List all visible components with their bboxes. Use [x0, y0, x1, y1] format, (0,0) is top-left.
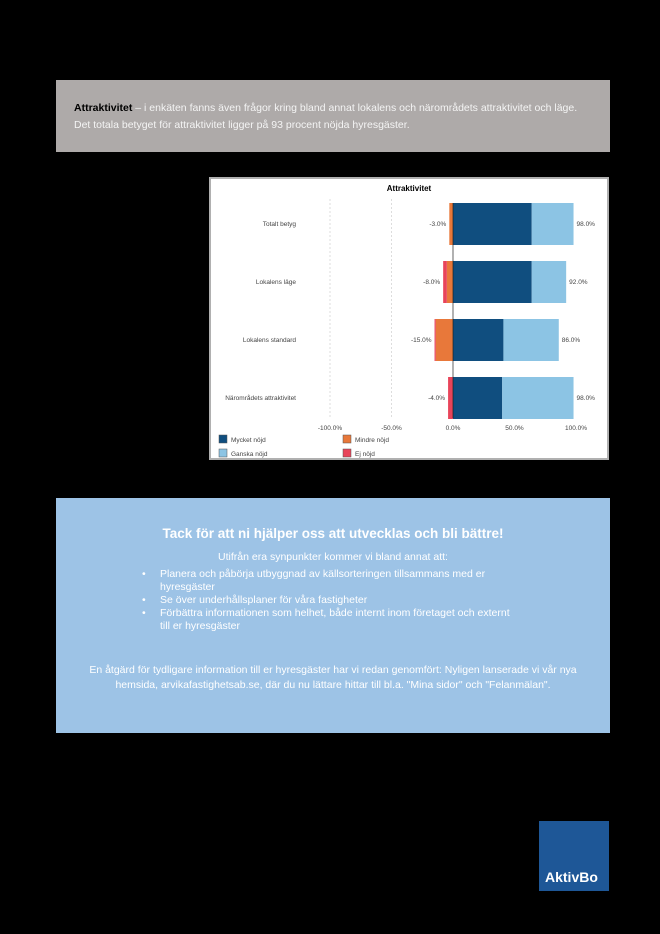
x-tick-label: -100.0%: [318, 425, 342, 432]
negative-data-label: -8.0%: [423, 279, 440, 286]
intro-heading: Attraktivitet: [74, 102, 133, 114]
x-tick-label: 0.0%: [446, 425, 461, 432]
bar-mycket-nöjd: [453, 319, 504, 361]
thanks-box: Tack för att ni hjälper oss att utveckla…: [56, 498, 610, 733]
negative-data-label: -15.0%: [411, 337, 432, 344]
positive-data-label: 98.0%: [577, 395, 596, 402]
negative-data-label: -3.0%: [429, 221, 446, 228]
list-item: Se över underhållsplaner för våra fastig…: [142, 594, 520, 607]
logo-text: AktivBo: [545, 869, 598, 885]
bar-ej-nöjd: [443, 261, 447, 303]
legend-label: Ganska nöjd: [231, 451, 268, 458]
intro-text: – i enkäten fanns även frågor kring blan…: [74, 102, 578, 131]
list-item: Planera och påbörja utbyggnad av källsor…: [142, 568, 520, 594]
chart-svg: Attraktivitet -100.0% -50.0% 0.0% 50.0% 100.0…: [218, 184, 596, 458]
positive-data-label: 86.0%: [562, 337, 581, 344]
action-list: Planera och påbörja utbyggnad av källsor…: [142, 568, 520, 633]
bar-ganska-nöjd: [503, 319, 559, 361]
intro-box: Attraktivitet – i enkäten fanns även frå…: [56, 80, 610, 152]
legend-label: Ej nöjd: [355, 451, 375, 458]
negative-data-label: -4.0%: [428, 395, 445, 402]
x-tick-label: -50.0%: [381, 425, 402, 432]
bar-ganska-nöjd: [531, 203, 574, 245]
legend-label: Mycket nöjd: [231, 437, 266, 444]
legend-swatch: [342, 434, 352, 444]
thanks-outro: En åtgärd för tydligare information till…: [89, 664, 577, 691]
legend-swatch: [342, 448, 352, 458]
attraktivitet-chart: Attraktivitet -100.0% -50.0% 0.0% 50.0% 100.0…: [209, 177, 609, 460]
bar-mycket-nöjd: [453, 261, 532, 303]
category-label: Lokalens standard: [243, 337, 297, 344]
legend-label: Mindre nöjd: [355, 437, 389, 444]
positive-data-label: 98.0%: [577, 221, 596, 228]
list-item: Förbättra informationen som helhet, både…: [142, 607, 520, 633]
x-tick-label: 100.0%: [565, 425, 587, 432]
bar-mindre-nöjd: [435, 319, 453, 361]
category-label: Lokalens läge: [256, 279, 296, 286]
bar-ganska-nöjd: [531, 261, 567, 303]
bar-ej-nöjd: [448, 377, 453, 419]
legend-swatch: [218, 434, 228, 444]
bar-mycket-nöjd: [453, 377, 503, 419]
positive-data-label: 92.0%: [569, 279, 588, 286]
chart-title: Attraktivitet: [387, 184, 432, 193]
aktivbo-logo: AktivBo: [539, 821, 609, 891]
legend-swatch: [218, 448, 228, 458]
bar-mycket-nöjd: [453, 203, 532, 245]
bar-ganska-nöjd: [502, 377, 574, 419]
thanks-title: Tack för att ni hjälper oss att utveckla…: [162, 526, 504, 541]
bar-mindre-nöjd: [449, 203, 453, 245]
thanks-lead: Utifrån era synpunkter kommer vi bland a…: [218, 551, 448, 563]
bar-ej-nöjd: [434, 319, 436, 361]
x-tick-label: 50.0%: [505, 425, 524, 432]
category-label: Totalt betyg: [263, 221, 297, 228]
category-label: Närområdets attraktivitet: [225, 394, 296, 402]
bar-mindre-nöjd: [446, 261, 453, 303]
